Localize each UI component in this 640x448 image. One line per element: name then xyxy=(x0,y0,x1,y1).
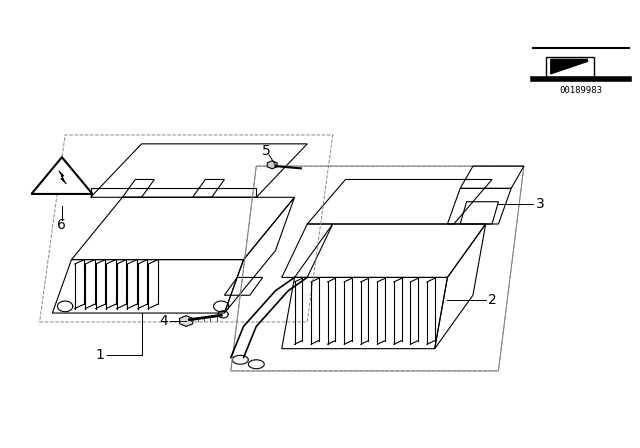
Polygon shape xyxy=(546,57,594,77)
Polygon shape xyxy=(550,59,588,74)
Text: 2: 2 xyxy=(488,293,497,307)
Text: 1: 1 xyxy=(96,349,104,362)
Polygon shape xyxy=(268,161,277,169)
Ellipse shape xyxy=(232,355,248,364)
Text: 3: 3 xyxy=(536,197,544,211)
Text: 6: 6 xyxy=(58,218,67,233)
Text: 4: 4 xyxy=(159,314,168,328)
Polygon shape xyxy=(59,171,67,184)
Polygon shape xyxy=(31,157,92,194)
Polygon shape xyxy=(180,316,193,327)
Text: 5: 5 xyxy=(262,144,270,159)
Text: 00189983: 00189983 xyxy=(560,86,603,95)
Ellipse shape xyxy=(248,360,264,369)
